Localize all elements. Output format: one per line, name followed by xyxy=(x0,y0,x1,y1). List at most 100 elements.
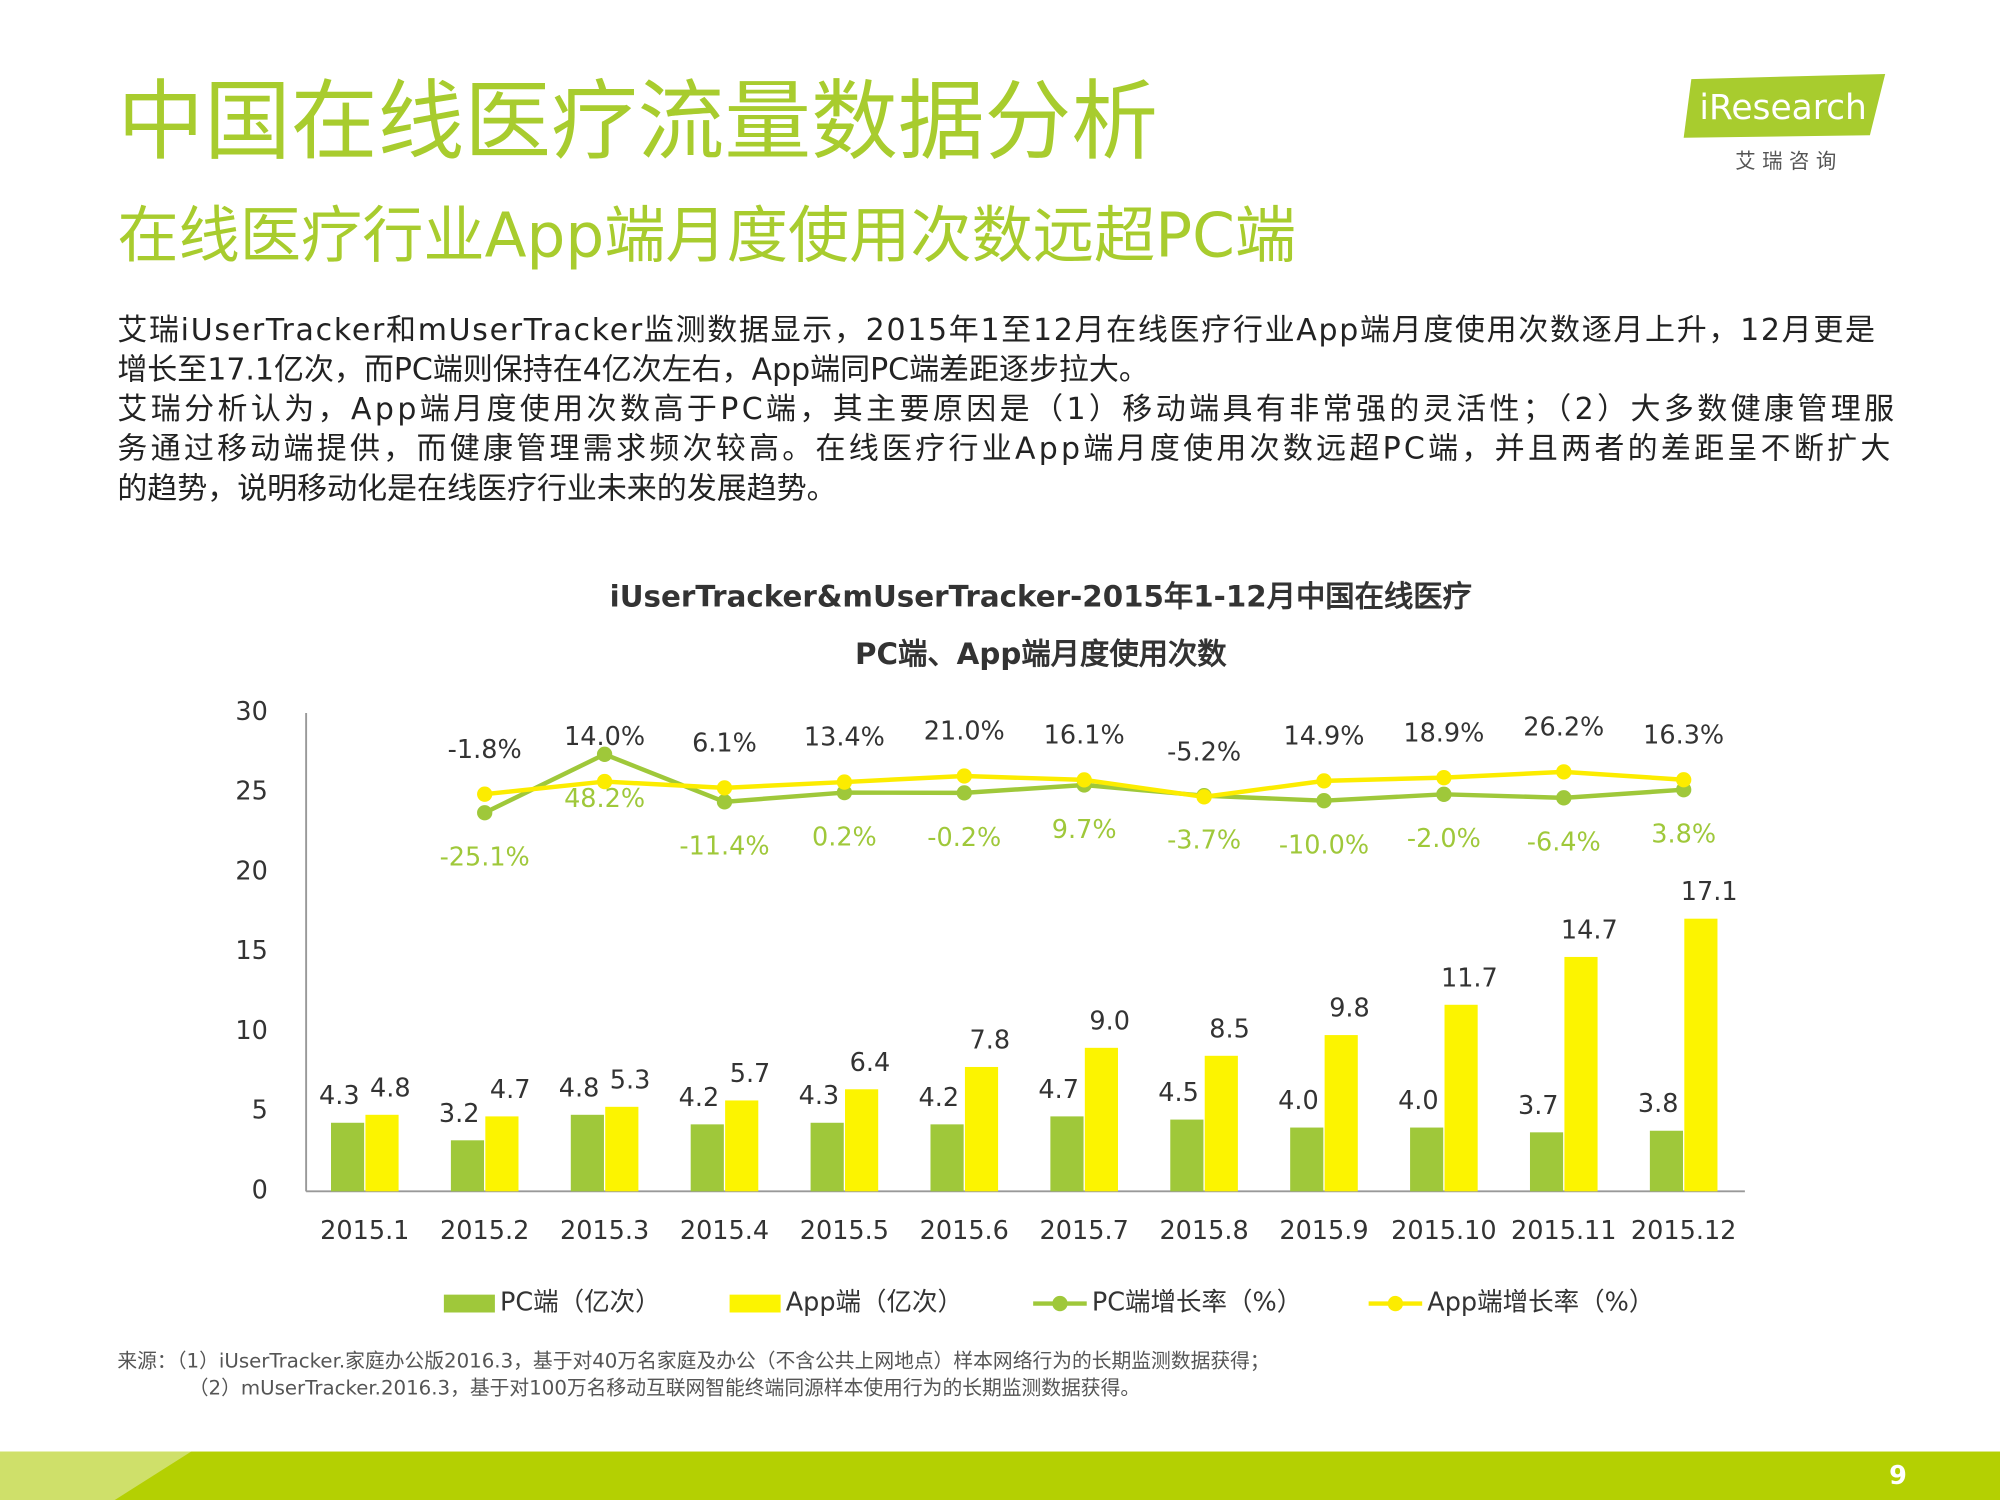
plot: 0 5 10 15 20 25 30 2015.1 2015.2 2015.3 2015.4 2015… xyxy=(235,697,1737,1318)
y-tick-label: 25 xyxy=(235,777,267,807)
x-tick-label: 2015.3 xyxy=(560,1216,649,1246)
line-value-label: 18.9% xyxy=(1403,718,1484,748)
bar xyxy=(845,1089,879,1192)
body-line: 艾瑞iUserTracker和mUserTracker监测数据显示，2015年1… xyxy=(117,313,1875,348)
y-tick-label: 0 xyxy=(252,1175,268,1205)
line-value-label: 26.2% xyxy=(1523,712,1604,742)
bar xyxy=(570,1114,604,1192)
line-value-label: 13.4% xyxy=(804,723,885,753)
line-value-label: 21.0% xyxy=(924,717,1005,747)
bar-value-label: 4.8 xyxy=(370,1073,411,1103)
bar xyxy=(1410,1127,1444,1192)
bar-value-label: 7.8 xyxy=(970,1025,1011,1055)
line-value-label: 14.0% xyxy=(564,722,645,752)
bar-value-label: 5.7 xyxy=(730,1059,771,1089)
page-number: 9 xyxy=(1889,1461,1907,1491)
bar-value-label: 4.3 xyxy=(319,1081,360,1111)
footer-band xyxy=(0,1451,2000,1500)
y-tick-label: 30 xyxy=(235,697,267,727)
x-tick-label: 2015.11 xyxy=(1511,1216,1616,1246)
bar xyxy=(1290,1127,1324,1192)
line-marker xyxy=(596,773,613,790)
slide-title: 中国在线医疗流量数据分析 xyxy=(117,71,1158,172)
legend-label: PC端增长率（%） xyxy=(1092,1288,1302,1318)
bar xyxy=(1684,918,1718,1192)
line-value-label: 48.2% xyxy=(564,784,645,814)
y-tick-label: 15 xyxy=(235,936,267,966)
line-marker xyxy=(956,768,972,784)
x-tick-label: 2015.8 xyxy=(1159,1216,1248,1246)
bar xyxy=(1084,1047,1118,1192)
line-value-label: 0.2% xyxy=(812,822,877,852)
bar-value-label: 4.7 xyxy=(490,1075,531,1105)
x-tick-label: 2015.5 xyxy=(800,1216,889,1246)
y-tick-label: 5 xyxy=(252,1096,268,1126)
legend-swatch xyxy=(1052,1295,1068,1312)
line-marker xyxy=(1316,773,1332,789)
bar xyxy=(964,1066,999,1192)
logo-name: 艾 瑞 咨 询 xyxy=(1735,149,1836,173)
bar-value-label: 9.0 xyxy=(1089,1006,1130,1036)
bar xyxy=(1564,956,1598,1192)
bar xyxy=(1649,1130,1684,1192)
line-marker xyxy=(956,785,972,801)
line-value-label: 9.7% xyxy=(1052,815,1117,845)
line-marker xyxy=(1436,770,1452,786)
x-tick-label: 2015.12 xyxy=(1631,1216,1736,1246)
x-tick-label: 2015.6 xyxy=(920,1216,1009,1246)
bar xyxy=(690,1124,724,1192)
bar-value-label: 9.8 xyxy=(1329,994,1370,1024)
x-tick-label: 2015.10 xyxy=(1391,1216,1496,1246)
line-marker xyxy=(477,805,493,821)
source-note: （2）mUserTracker.2016.3，基于对100万名移动互联网智能终端… xyxy=(189,1377,1140,1400)
line-marker xyxy=(1076,772,1092,788)
bar-value-label: 4.0 xyxy=(1398,1086,1439,1116)
x-tick-label: 2015.9 xyxy=(1279,1216,1368,1246)
bar-value-label: 4.8 xyxy=(559,1073,600,1103)
line-value-label: -2.0% xyxy=(1407,824,1481,854)
line-marker xyxy=(1676,772,1692,788)
slide-subtitle: 在线医疗行业App端月度使用次数远超PC端 xyxy=(117,200,1296,271)
bar-value-label: 4.2 xyxy=(679,1083,720,1113)
line-value-label: -0.2% xyxy=(927,823,1001,853)
x-tick-label: 2015.1 xyxy=(320,1216,409,1246)
logo-badge xyxy=(1683,73,1886,138)
line-marker xyxy=(1316,793,1332,809)
bar-value-label: 3.8 xyxy=(1638,1089,1679,1119)
bar-value-label: 4.7 xyxy=(1038,1075,1079,1105)
bar xyxy=(1050,1116,1084,1192)
line-value-label: -3.7% xyxy=(1167,826,1241,856)
line-marker xyxy=(836,784,853,801)
bar xyxy=(725,1100,759,1192)
line-marker xyxy=(477,786,493,802)
bar xyxy=(605,1106,639,1192)
legend-swatch xyxy=(443,1294,495,1313)
line-marker xyxy=(1196,789,1212,805)
chart-title: PC端、App端月度使用次数 xyxy=(855,637,1227,671)
bar-value-label: 8.5 xyxy=(1209,1014,1250,1044)
bar xyxy=(1204,1055,1238,1192)
bar xyxy=(485,1116,519,1192)
body-line: 艾瑞分析认为，App端月度使用次数高于PC端，其主要原因是（1）移动端具有非常强… xyxy=(117,392,1894,427)
source-note: 来源：（1）iUserTracker.家庭办公版2016.3，基于对40万名家庭… xyxy=(117,1350,1269,1373)
x-tick-label: 2015.4 xyxy=(680,1216,769,1246)
bar xyxy=(330,1122,365,1192)
bar-value-label: 11.7 xyxy=(1441,963,1498,993)
y-tick-label: 20 xyxy=(235,856,267,886)
body-line: 增长至17.1亿次，而PC端则保持在4亿次左右，App端同PC端差距逐步拉大。 xyxy=(117,353,1149,388)
line-marker xyxy=(596,746,613,762)
line-marker xyxy=(716,794,733,810)
line-value-label: 6.1% xyxy=(692,728,757,758)
bar xyxy=(1324,1035,1358,1192)
bar xyxy=(810,1122,844,1192)
footer-stripe xyxy=(0,1451,192,1500)
x-tick-label: 2015.2 xyxy=(440,1216,529,1246)
line-value-label: -6.4% xyxy=(1527,828,1601,858)
line-value-label: -25.1% xyxy=(440,843,530,873)
body-line: 务通过移动端提供，而健康管理需求频次较高。在线医疗行业App端月度使用次数远超P… xyxy=(117,432,1890,467)
line-marker xyxy=(1436,786,1452,802)
bar-value-label: 5.3 xyxy=(610,1065,651,1095)
legend-label: App端增长率（%） xyxy=(1427,1288,1654,1318)
bar-value-label: 4.2 xyxy=(918,1083,959,1113)
